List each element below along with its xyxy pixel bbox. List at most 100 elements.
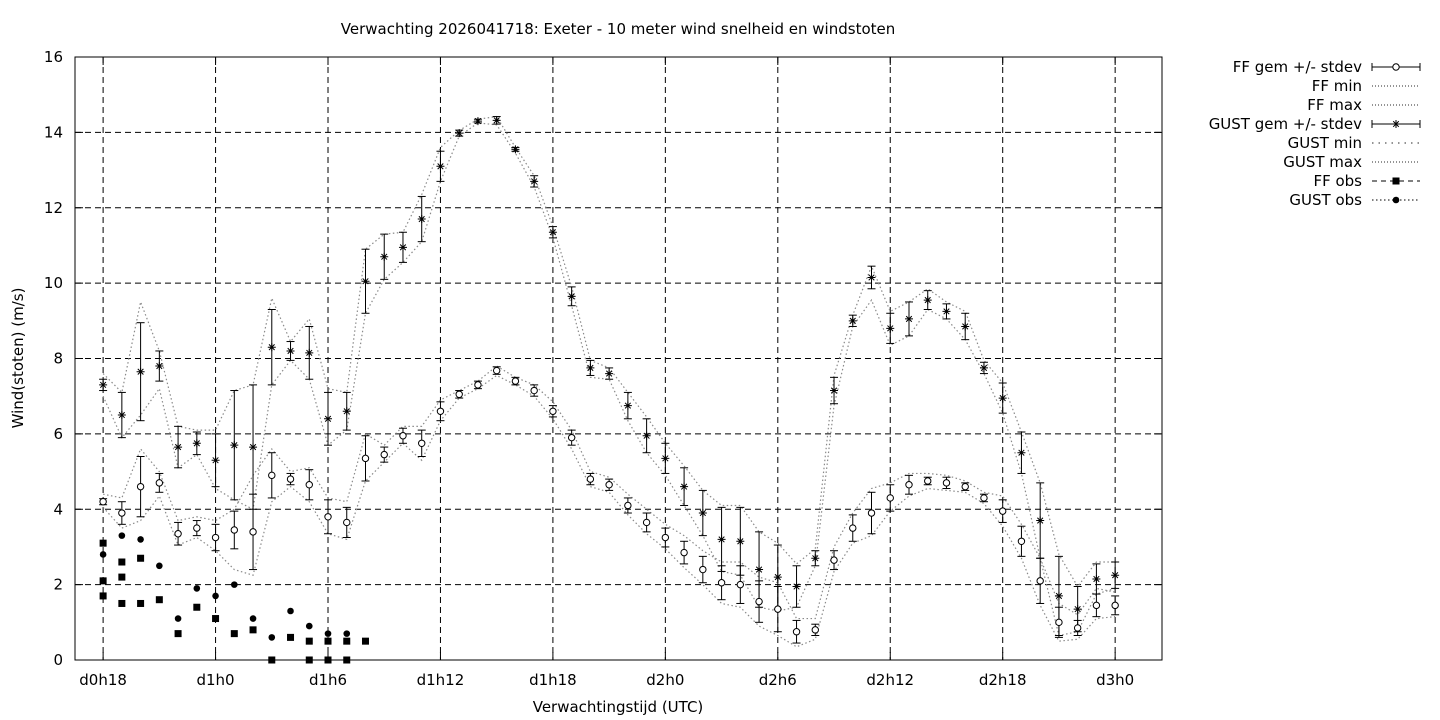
ff-mean-point [418,439,426,447]
y-tick-label: 8 [53,350,63,368]
gust-mean-point [530,177,539,186]
ff-obs-point [343,637,351,645]
ff-mean-point [811,626,819,634]
gust-mean-point [623,401,632,410]
ff-mean-point [905,481,913,489]
ff-mean-point [193,524,201,532]
ff-mean-point [586,475,595,483]
gust-mean-point [698,509,707,518]
gust-mean-point [473,117,482,126]
ff-mean-point [642,518,651,527]
ff-mean-point [99,498,107,506]
ff-mean-point [268,471,276,480]
ff-obs-point [174,630,182,638]
ff-obs-point [118,573,126,581]
gust-mean-point [192,439,201,448]
gust-mean-point [830,386,839,395]
x-tick-label: d0h18 [79,671,127,689]
ff-mean-point [361,454,370,463]
ff-mean-point [961,482,969,491]
ff-mean-point [305,481,313,489]
plot-frame [74,56,1163,661]
ff-mean-point [1036,577,1044,585]
ff-mean-point [867,509,876,517]
gust-max-line [102,115,1116,588]
gust-mean-point [736,537,745,546]
ff-mean-point [399,432,407,440]
ff-obs-point [361,637,369,645]
ff-obs-point [324,656,332,664]
ff-obs-point [343,656,351,664]
ff-mean-point [492,366,501,375]
ff-mean-point [436,407,445,415]
legend-label: GUST obs [1289,191,1362,209]
ff-mean-point [942,479,951,487]
ff-max-line [102,365,1116,620]
ff-obs-point [268,656,276,664]
gust-mean-point [904,314,913,323]
ff-mean-point [211,533,220,542]
gust-obs-point [99,551,107,558]
gust-mean-point [548,228,557,237]
ff-obs-point [137,554,145,562]
ff-obs-point [118,558,126,566]
y-tick-label: 10 [44,274,63,292]
gust-mean-point [398,243,407,252]
error-bars [99,116,1120,644]
legend-label: FF obs [1313,172,1362,190]
gust-mean-point [998,394,1007,403]
legend-label: GUST gem +/- stdev [1209,115,1362,133]
gust-mean-point [1073,605,1082,614]
gust-mean-point [417,215,426,224]
gust-mean-point [305,348,314,357]
x-tick-label: d1h12 [417,671,465,689]
x-tick-label: d2h0 [646,671,684,689]
ff-obs-point [305,656,313,664]
ff-mean-point [980,494,988,502]
ff-obs-point [230,630,238,638]
gust-mean-point [99,380,108,389]
gust-obs-point [137,536,144,543]
gust-obs-point [212,592,219,600]
gust-obs-point [305,622,313,630]
ff-mean-point [680,548,688,557]
ff-obs-point [287,633,295,641]
ff-mean-point [136,482,145,491]
gust-mean-point [155,362,164,371]
x-tick-label: d1h6 [309,671,347,689]
ff-mean-point [1073,624,1082,632]
gust-obs-point [268,634,276,641]
y-axis-label: Wind(stoten) (m/s) [9,288,27,429]
ff-mean-point [661,533,670,542]
gust-mean-point [267,343,276,352]
ff-mean-point [1092,601,1101,610]
ff-obs-point [99,592,107,600]
gust-mean-point [586,363,595,372]
legend-marker [1392,63,1400,71]
gust-mean-point [230,441,239,450]
ff-mean-point [886,494,894,502]
ff-mean-point [343,518,351,527]
gust-mean-point [1036,516,1045,525]
x-tick-label: d2h6 [759,671,797,689]
axes: 0 2 4 6 8 10 12 14 16 d0h18 d1h0 d1h6 d1h12 d1h18 d2h0… [44,48,1163,689]
legend-label: GUST max [1283,153,1362,171]
gust-mean-point [1017,448,1026,457]
gust-mean-point [286,346,295,355]
y-tick-label: 6 [53,425,63,443]
ff-mean-point [624,501,632,510]
gust-mean-point [136,367,145,376]
gust-mean-point [773,573,782,582]
y-tick-label: 14 [44,123,63,141]
gust-mean-point [1111,571,1120,580]
y-tick-label: 0 [53,651,63,669]
min-max-lines [102,115,1116,648]
ff-mean-point [736,580,745,589]
ff-obs-point [99,577,107,585]
legend-label: GUST min [1288,134,1362,152]
gust-mean-point [117,411,126,420]
ff-mean-point [324,513,332,521]
gust-mean-point [886,324,895,333]
gust-mean-point [324,414,333,423]
gust-mean-point [848,316,857,325]
